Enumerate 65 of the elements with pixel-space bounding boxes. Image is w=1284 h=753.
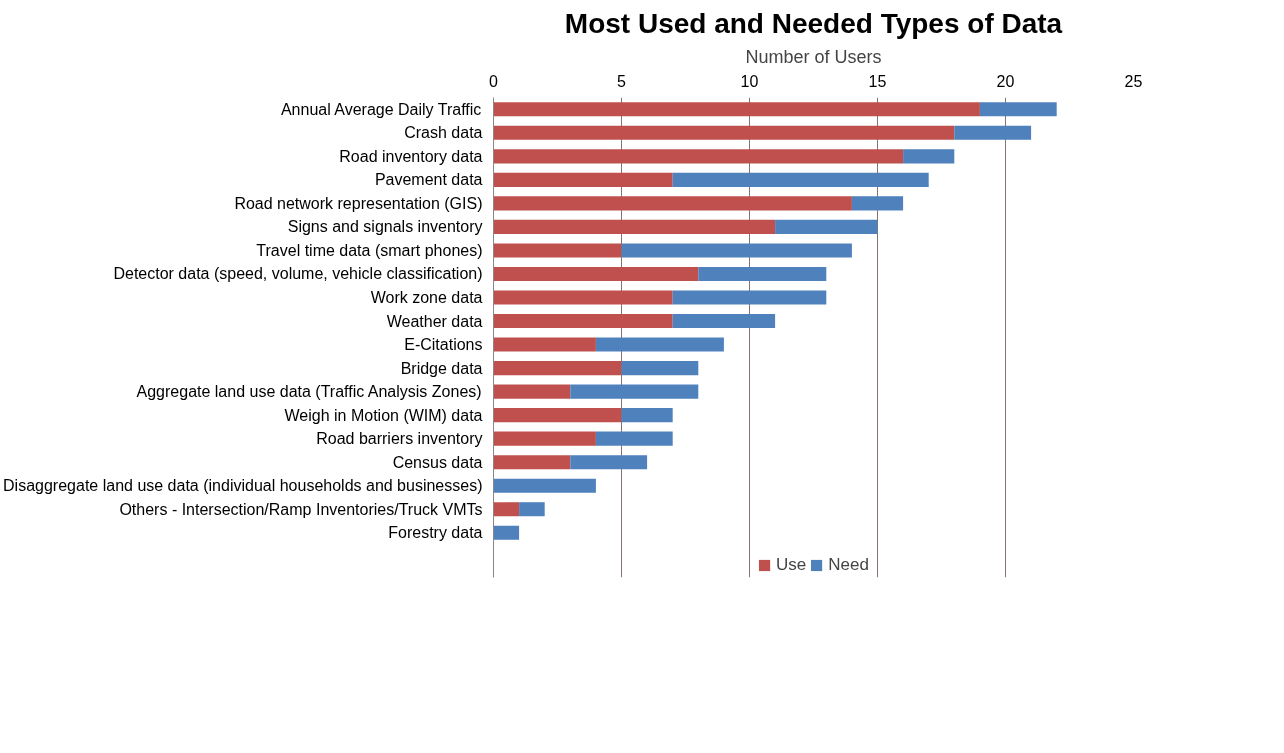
y-tick-label: Weather data xyxy=(386,312,483,330)
bar xyxy=(493,313,673,329)
chart-title: Most Used and Needed Types of Data xyxy=(564,7,1063,39)
bar xyxy=(493,525,520,540)
bar xyxy=(493,102,980,117)
bar xyxy=(493,408,622,423)
bar xyxy=(493,361,622,376)
bar xyxy=(979,102,1057,117)
y-tick-label: Crash data xyxy=(404,124,483,142)
bar xyxy=(493,172,673,187)
bar xyxy=(698,266,827,282)
bar xyxy=(595,337,724,352)
bar xyxy=(672,172,929,187)
bar xyxy=(493,149,904,164)
y-tick-label: Bridge data xyxy=(400,359,483,377)
bar xyxy=(621,243,852,258)
y-tick-label: Travel time data (smart phones) xyxy=(256,241,483,259)
legend-label: Need xyxy=(828,555,869,575)
bar xyxy=(672,313,776,329)
bar xyxy=(903,149,955,164)
bar xyxy=(595,431,673,446)
bar xyxy=(493,431,596,446)
bar xyxy=(493,502,520,517)
bar xyxy=(493,125,955,140)
legend-label: Use xyxy=(776,555,807,575)
y-tick-label: Pavement data xyxy=(374,171,483,189)
x-tick-label: 20 xyxy=(996,72,1015,90)
y-tick-label: Annual Average Daily Traffic xyxy=(280,100,482,118)
bar xyxy=(493,478,596,493)
y-tick-label: Aggregate land use data (Traffic Analysis Zones) xyxy=(136,383,482,401)
y-tick-label: Others - Intersection/Ramp Inventories/Truck VMTs xyxy=(119,500,483,518)
y-tick-label: Census data xyxy=(392,453,483,471)
bar xyxy=(775,219,878,234)
y-tick-label: Detector data (speed, volume, vehicle classification) xyxy=(113,265,483,283)
bar xyxy=(621,361,699,376)
y-tick-label: Work zone data xyxy=(370,289,483,306)
bar xyxy=(493,196,852,211)
bar xyxy=(672,290,827,305)
x-tick-label: 25 xyxy=(1124,72,1143,90)
x-axis-title: Number of Users xyxy=(745,46,882,67)
bar xyxy=(621,408,673,423)
x-tick-label: 10 xyxy=(740,72,759,90)
y-tick-label: Forestry data xyxy=(388,524,483,542)
x-tick-label: 5 xyxy=(617,72,627,90)
y-tick-label: E-Citations xyxy=(404,336,483,354)
bar xyxy=(851,196,904,211)
bar xyxy=(493,219,776,234)
bar xyxy=(493,384,571,399)
bar xyxy=(493,455,571,470)
bar xyxy=(493,290,673,305)
y-tick-label: Road barriers inventory xyxy=(316,430,483,448)
y-tick-label: Disaggregate land use data (individual households and businesses) xyxy=(3,477,483,495)
bar xyxy=(519,502,545,517)
bar xyxy=(570,384,699,399)
y-tick-label: Weigh in Motion (WIM) data xyxy=(284,406,483,424)
bar xyxy=(493,337,596,352)
y-tick-label: Signs and signals inventory xyxy=(287,218,483,236)
bar xyxy=(493,266,699,282)
y-tick-label: Road network representation (GIS) xyxy=(234,194,483,212)
bar xyxy=(570,455,648,470)
bar xyxy=(493,243,622,258)
y-tick-label: Road inventory data xyxy=(339,147,483,165)
x-tick-label: 15 xyxy=(868,72,887,90)
x-tick-label: 0 xyxy=(489,72,499,90)
bar xyxy=(954,125,1032,140)
